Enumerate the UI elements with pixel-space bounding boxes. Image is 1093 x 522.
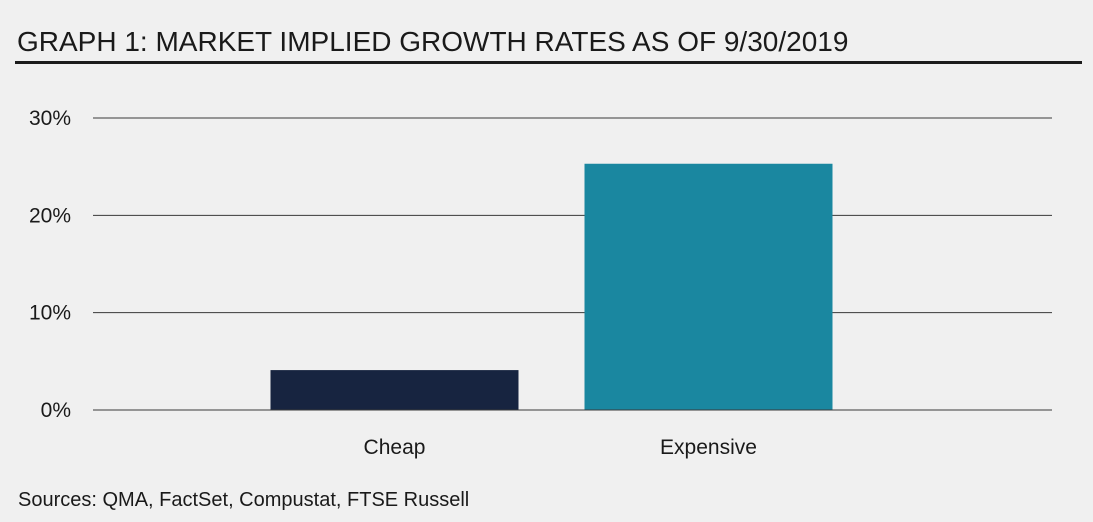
y-tick-label: 30% bbox=[29, 107, 71, 130]
x-category-label-cheap: Cheap bbox=[364, 436, 426, 459]
bar-chart: 0% 10% 20% 30% Cheap Expensive bbox=[29, 107, 1052, 459]
title-underline bbox=[15, 61, 1082, 64]
chart-area: 0% 10% 20% 30% Cheap Expensive bbox=[0, 66, 1093, 466]
sources-note: Sources: QMA, FactSet, Compustat, FTSE R… bbox=[18, 489, 470, 511]
y-axis-tick-labels: 0% 10% 20% 30% bbox=[29, 107, 71, 422]
bar-cheap bbox=[270, 370, 519, 410]
y-tick-label: 0% bbox=[41, 399, 71, 422]
gridlines bbox=[93, 117, 1052, 411]
y-tick-label: 10% bbox=[29, 302, 71, 325]
x-category-label-expensive: Expensive bbox=[660, 436, 757, 459]
y-tick-label: 20% bbox=[29, 204, 71, 227]
bar-expensive bbox=[584, 163, 833, 410]
bars bbox=[93, 163, 1052, 411]
chart-title: GRAPH 1: MARKET IMPLIED GROWTH RATES AS … bbox=[17, 26, 849, 57]
x-axis-category-labels: Cheap Expensive bbox=[364, 436, 757, 459]
